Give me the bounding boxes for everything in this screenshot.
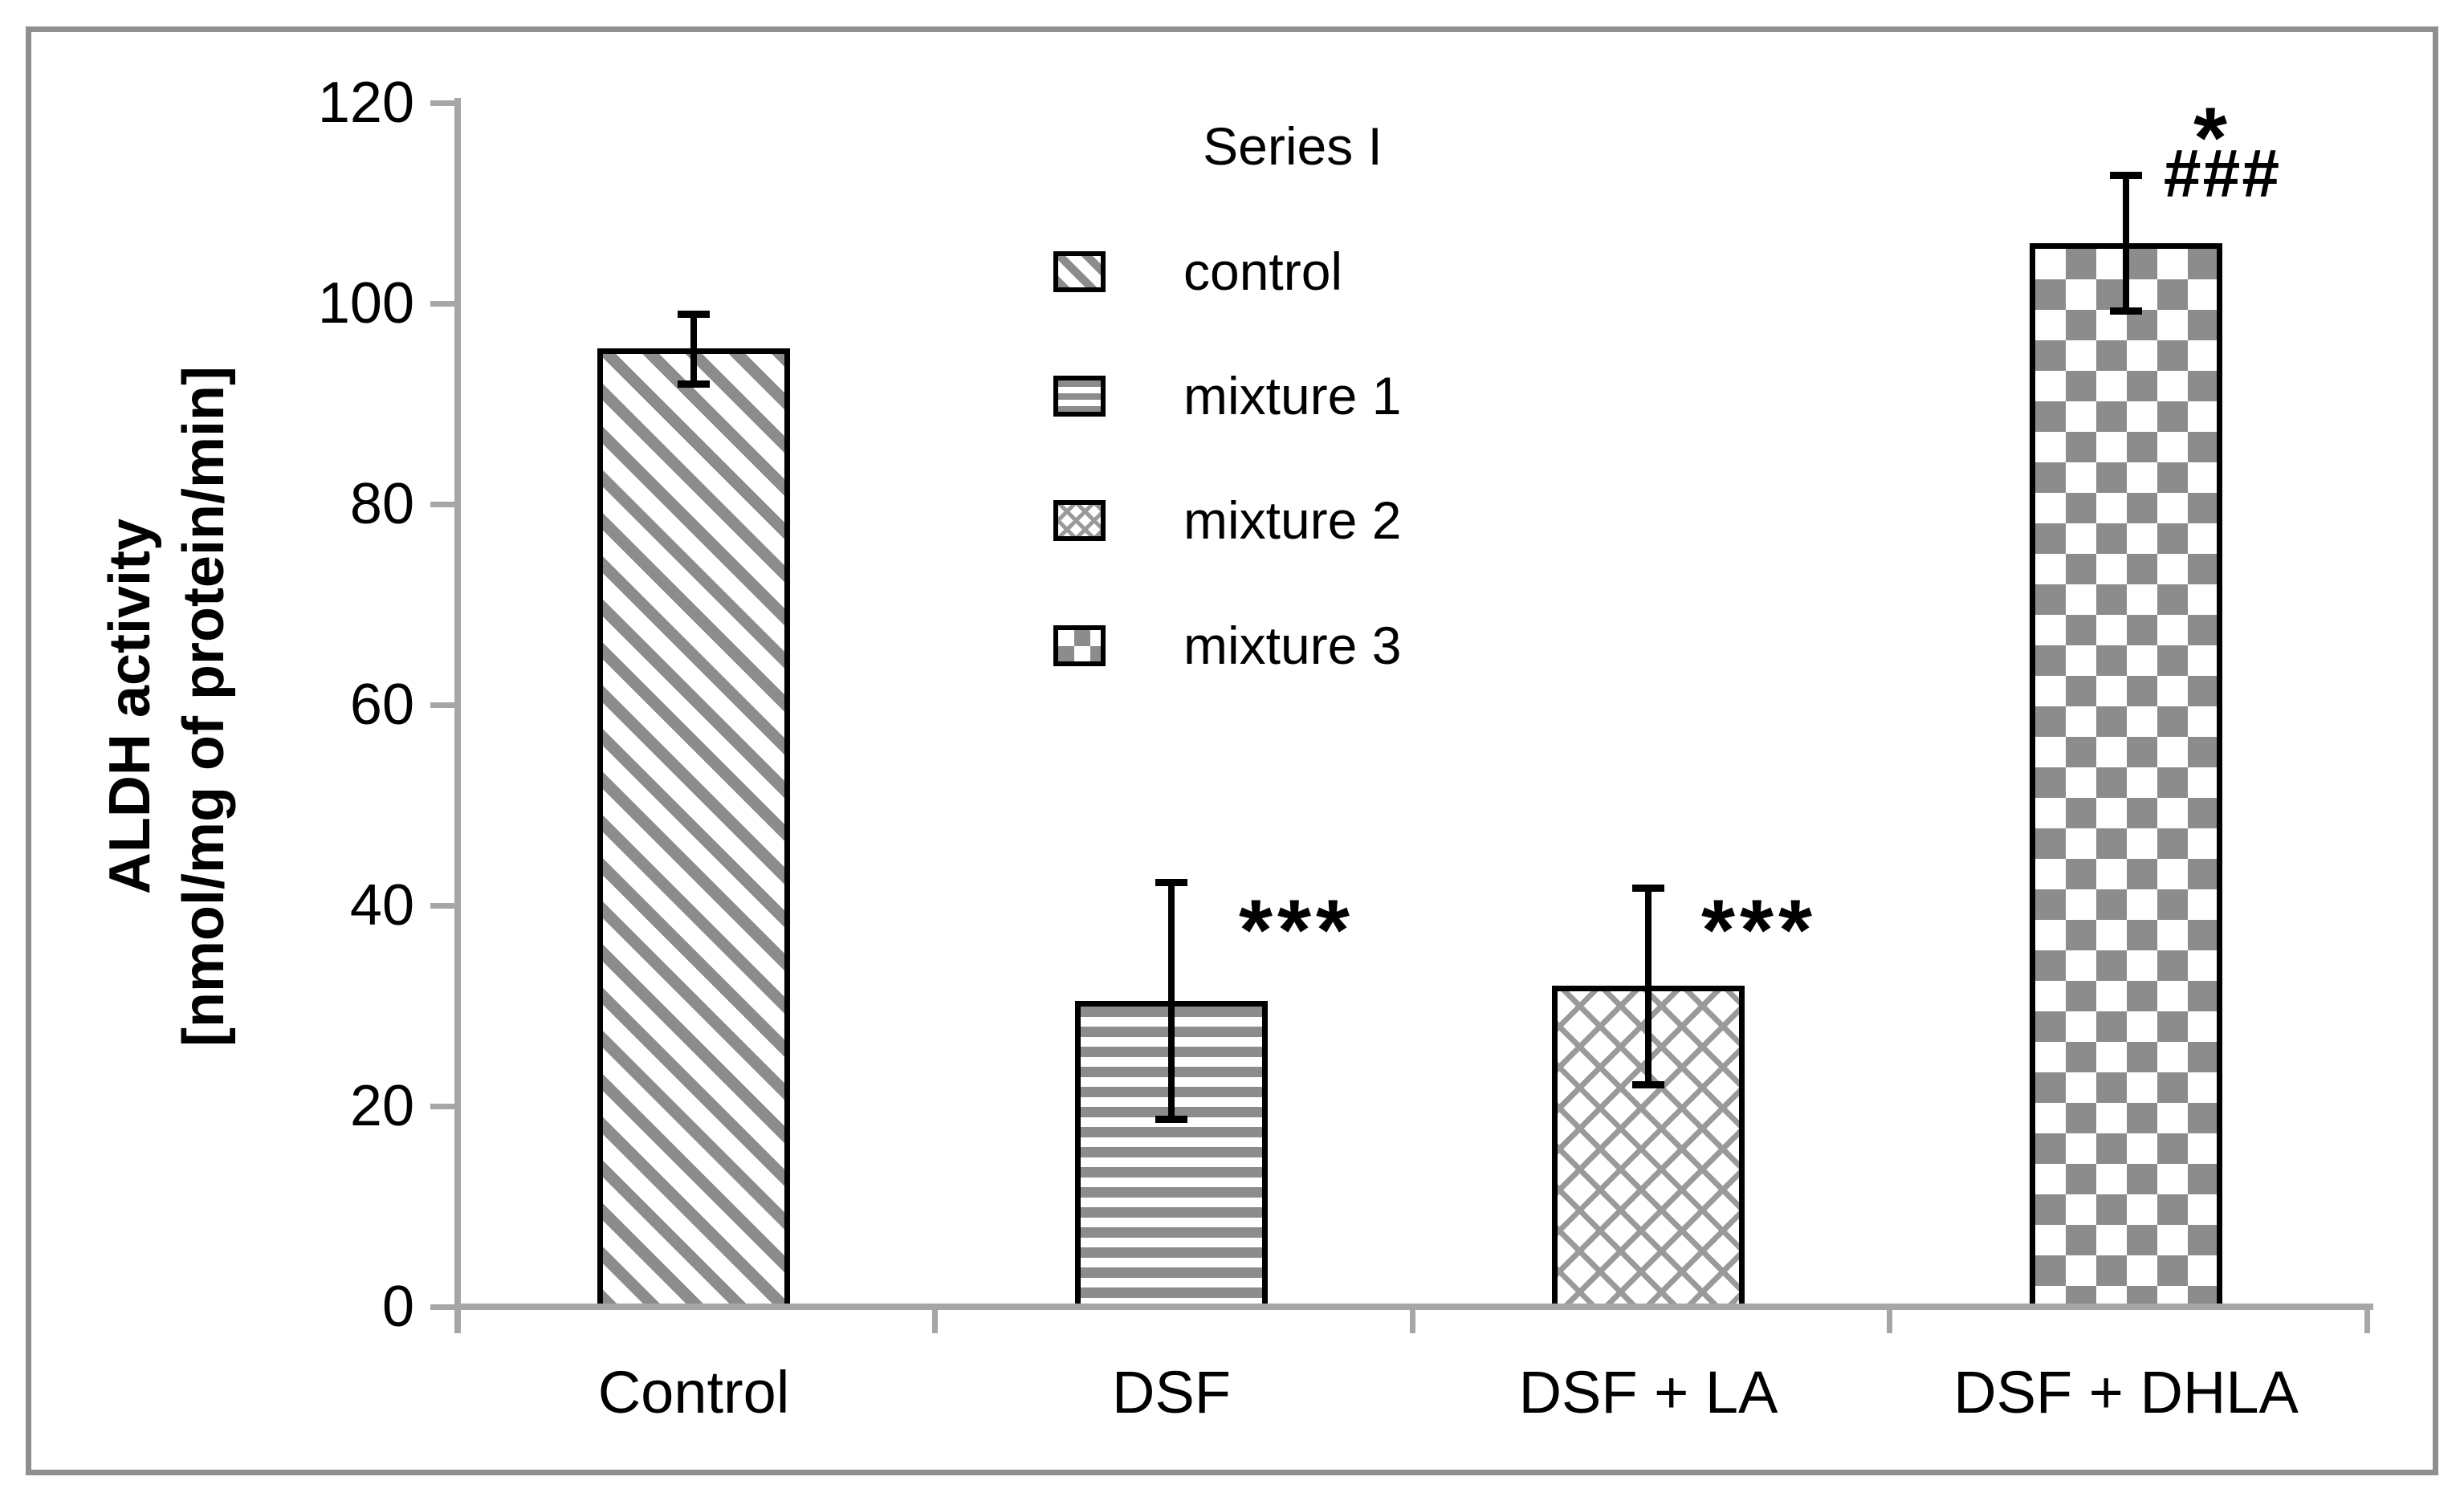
y-tick-label: 100 — [317, 271, 414, 336]
y-axis-tick — [430, 903, 454, 909]
y-tick-label: 60 — [349, 673, 414, 737]
legend-entry-label: mixture 2 — [1183, 490, 1402, 550]
x-category-label: DSF + LA — [1518, 1359, 1778, 1426]
error-bar-line — [2123, 175, 2129, 311]
error-bar-cap-bottom — [2110, 307, 2142, 315]
y-axis-tick — [430, 502, 454, 507]
x-category-label: Control — [597, 1359, 790, 1426]
significance-annotation: *** — [1700, 881, 1818, 978]
x-axis-tick — [932, 1307, 938, 1333]
x-category-label: DSF + DHLA — [1953, 1359, 2299, 1426]
y-axis-tick — [430, 1304, 454, 1310]
bar-dsf-dhla — [2030, 243, 2222, 1307]
error-bar-cap-bottom — [678, 380, 710, 388]
legend-entry-label: mixture 1 — [1183, 366, 1402, 425]
bar-control — [597, 348, 790, 1307]
y-tick-label: 40 — [349, 873, 414, 938]
x-axis-tick — [2364, 1307, 2370, 1333]
error-bar-cap-bottom — [1155, 1116, 1187, 1124]
legend-entry-label: mixture 3 — [1183, 616, 1402, 675]
error-bar-cap-top — [678, 310, 710, 318]
y-axis-line — [454, 98, 461, 1333]
legend-swatch-diagonal-stripe — [1053, 251, 1106, 292]
x-axis-line — [454, 1304, 2373, 1310]
legend-swatch-checkerboard — [1053, 625, 1106, 666]
error-bar-line — [690, 313, 697, 384]
significance-annotation: * — [2193, 88, 2233, 185]
y-tick-label: 20 — [349, 1074, 414, 1138]
x-axis-tick — [454, 1307, 461, 1333]
y-axis-tick — [430, 702, 454, 708]
x-axis-tick — [1409, 1307, 1415, 1333]
x-axis-tick — [1887, 1307, 1892, 1333]
legend-title: Series I — [1203, 116, 1383, 176]
error-bar-line — [1645, 887, 1651, 1084]
y-axis-tick — [430, 301, 454, 307]
error-bar-cap-top — [1155, 879, 1187, 887]
significance-annotation: ### — [2163, 135, 2282, 210]
legend-swatch-horizontal-stripe — [1053, 376, 1106, 417]
y-axis-tick — [430, 1104, 454, 1109]
error-bar-line — [1168, 882, 1175, 1120]
y-axis-tick — [430, 100, 454, 106]
significance-annotation: *** — [1238, 881, 1355, 978]
legend-swatch-diagonal-crosshatch — [1053, 500, 1106, 541]
y-tick-label: 0 — [381, 1275, 414, 1339]
legend-entry-label: control — [1183, 242, 1343, 301]
error-bar-cap-bottom — [1632, 1080, 1664, 1088]
error-bar-cap-top — [1632, 884, 1664, 892]
y-tick-label: 120 — [317, 71, 414, 135]
error-bar-cap-top — [2110, 172, 2142, 179]
x-category-label: DSF — [1112, 1359, 1231, 1426]
y-tick-label: 80 — [349, 472, 414, 536]
